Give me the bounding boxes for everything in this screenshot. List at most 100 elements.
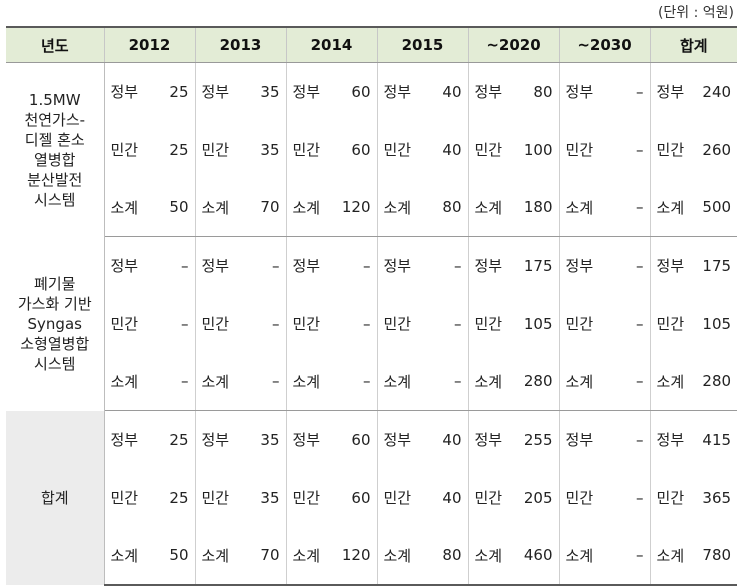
value-cell: 205: [523, 488, 553, 507]
row-label: 소계: [649, 178, 696, 237]
row-label: 소계: [467, 526, 513, 586]
value-cell: –: [454, 256, 462, 275]
value-cell: –: [636, 430, 644, 449]
row-label: 민간: [558, 120, 605, 179]
value-cell: 180: [513, 178, 560, 237]
row-label: 민간: [285, 120, 331, 179]
value-cell: 255: [523, 430, 553, 449]
value-cell: 460: [513, 526, 560, 586]
value-cell: 780: [695, 526, 738, 586]
row-label: 소계: [103, 352, 149, 411]
value-cell: 50: [149, 178, 195, 237]
value-cell: –: [604, 352, 651, 411]
value-cell: 25: [169, 488, 189, 507]
table-row: 민간 – 민간 – 민간 – 민간 – 민간 105 민간 – 민간 105: [6, 294, 737, 353]
value-cell: –: [636, 82, 644, 101]
category-line: 소형열병합: [20, 334, 90, 353]
row-label: 소계: [649, 526, 696, 586]
category-cell: 합계: [6, 410, 105, 585]
row-label: 정부: [103, 410, 149, 469]
value-cell: –: [636, 314, 644, 333]
value-cell: 35: [260, 82, 280, 101]
row-label: 정부: [467, 62, 513, 121]
table-row: 소계 50 소계 70 소계 120 소계 80 소계 460 소계 – 소계 780: [6, 526, 738, 586]
row-label: 소계: [194, 526, 240, 586]
category-line: 열병합: [34, 150, 76, 169]
row-label: 소계: [467, 352, 513, 411]
row-label: 민간: [194, 468, 240, 527]
value-cell: 240: [702, 82, 732, 101]
value-cell: 80: [533, 82, 553, 101]
row-label: 정부: [194, 62, 240, 121]
category-cell: 1.5MW 천연가스- 디젤 혼소 열병합 분산발전 시스템: [6, 62, 105, 237]
table-row: 민간 25 민간 35 민간 60 민간 40 민간 100 민간 – 민간 260: [6, 120, 737, 179]
value-cell: 175: [702, 256, 732, 275]
value-cell: 60: [351, 140, 371, 159]
header-to-2020: ~2020: [467, 26, 560, 63]
value-cell: –: [272, 314, 280, 333]
row-label: 민간: [467, 468, 513, 527]
value-cell: 80: [422, 526, 468, 586]
row-label: 정부: [558, 410, 605, 469]
row-label: 정부: [103, 62, 149, 121]
row-label: 민간: [376, 468, 422, 527]
row-label: 소계: [103, 178, 149, 237]
row-label: 민간: [103, 294, 149, 353]
row-label: 민간: [467, 294, 513, 353]
table-row: 1.5MW 천연가스- 디젤 혼소 열병합 분산발전 시스템 정부 25 정부 35 정부 60 정부 4…: [6, 62, 737, 237]
row-label: 소계: [285, 178, 331, 237]
row-label: 민간: [103, 468, 149, 527]
table-row: 소계 – 소계 – 소계 – 소계 – 소계 280 소계 – 소계 280: [6, 352, 738, 411]
value-cell: 120: [331, 526, 377, 586]
header-total: 합계: [649, 26, 738, 63]
row-label: 정부: [558, 236, 605, 295]
row-label: 정부: [285, 62, 331, 121]
row-label: 정부: [376, 410, 422, 469]
row-label: 민간: [649, 120, 696, 179]
value-cell: 175: [523, 256, 553, 275]
row-label: 정부: [558, 62, 605, 121]
row-label: 소계: [376, 178, 422, 237]
table-row: 폐기물 가스화 기반 Syngas 소형열병합 시스템 정부 – 정부 – 정부 – 정부 – 정부 175…: [6, 236, 737, 411]
value-cell: 415: [702, 430, 732, 449]
header-year: 년도: [6, 26, 105, 63]
row-label: 소계: [194, 178, 240, 237]
value-cell: 280: [695, 352, 738, 411]
value-cell: 40: [442, 430, 462, 449]
row-label: 민간: [194, 294, 240, 353]
value-cell: –: [363, 256, 371, 275]
row-label: 정부: [467, 410, 513, 469]
value-cell: 100: [523, 140, 553, 159]
header-2015: 2015: [376, 26, 469, 63]
value-cell: –: [604, 178, 651, 237]
category-line: 시스템: [34, 354, 76, 373]
row-label: 소계: [649, 352, 696, 411]
value-cell: 105: [702, 314, 732, 333]
value-cell: 35: [260, 140, 280, 159]
row-label: 민간: [558, 294, 605, 353]
category-line: 합계: [40, 488, 69, 507]
row-label: 정부: [103, 236, 149, 295]
value-cell: 60: [351, 488, 371, 507]
category-line: 시스템: [34, 190, 76, 209]
value-cell: 105: [523, 314, 553, 333]
category-line: Syngas: [27, 314, 82, 333]
value-cell: –: [636, 256, 644, 275]
table-row: 민간 25 민간 35 민간 60 민간 40 민간 205 민간 – 민간 365: [6, 468, 737, 527]
value-cell: 25: [169, 82, 189, 101]
value-cell: 50: [149, 526, 195, 586]
row-label: 정부: [285, 410, 331, 469]
table-row: 합계 정부 25 정부 35 정부 60 정부 40 정부 255 정부 – 정부 415: [6, 410, 737, 585]
value-cell: –: [636, 140, 644, 159]
row-label: 소계: [285, 526, 331, 586]
row-label: 소계: [376, 526, 422, 586]
unit-note: (단위 : 억원): [657, 5, 734, 21]
row-label: 민간: [376, 120, 422, 179]
value-cell: 40: [442, 82, 462, 101]
header-to-2030: ~2030: [558, 26, 651, 63]
row-label: 소계: [467, 178, 513, 237]
row-label: 소계: [194, 352, 240, 411]
value-cell: 60: [351, 430, 371, 449]
value-cell: 40: [442, 140, 462, 159]
category-line: 폐기물: [34, 274, 76, 293]
